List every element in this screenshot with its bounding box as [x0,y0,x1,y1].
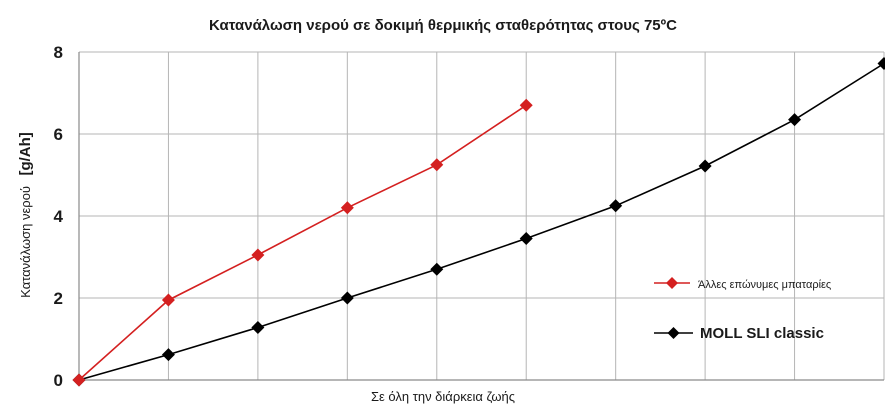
legend: Άλλες επώνυμες μπαταρίες MOLL SLI classic [654,277,831,342]
legend-label: Άλλες επώνυμες μπαταρίες [698,279,831,291]
legend-item: Άλλες επώνυμες μπαταρίες [654,277,831,291]
y-tick-label: 2 [54,289,63,308]
data-point [430,263,443,276]
data-point [162,348,175,361]
data-point [520,99,533,112]
data-point [699,159,712,172]
y-axis-label-unit: [g/Ah] [17,132,34,175]
data-point [341,292,354,305]
data-point [878,57,885,70]
data-point [430,158,443,171]
y-axis-label: Κατανάλωση νερού [g/Ah] [17,132,34,298]
data-point [609,199,622,212]
chart-title: Κατανάλωση νερού σε δοκιμή θερμικής σταθ… [209,17,677,34]
series-0 [73,99,533,387]
svg-text:Κατανάλωση νερού [g/: Κατανάλωση νερού [g/Ah] [17,132,34,298]
data-point [341,201,354,214]
data-point [251,321,264,334]
y-tick-label: 4 [54,207,64,226]
legend-swatch-marker [666,277,678,289]
data-point [251,248,264,261]
y-axis-label-main: Κατανάλωση νερού [18,186,33,298]
legend-label: MOLL SLI classic [700,325,824,342]
data-point [788,113,801,126]
y-tick-label: 6 [54,125,63,144]
legend-item: MOLL SLI classic [654,325,824,342]
legend-swatch-marker [668,327,680,339]
y-tick-label: 8 [54,43,63,62]
x-axis-label: Σε όλη την διάρκεια ζωής [371,389,515,404]
y-tick-label: 0 [54,371,63,390]
series-line [79,105,526,380]
data-point [520,232,533,245]
